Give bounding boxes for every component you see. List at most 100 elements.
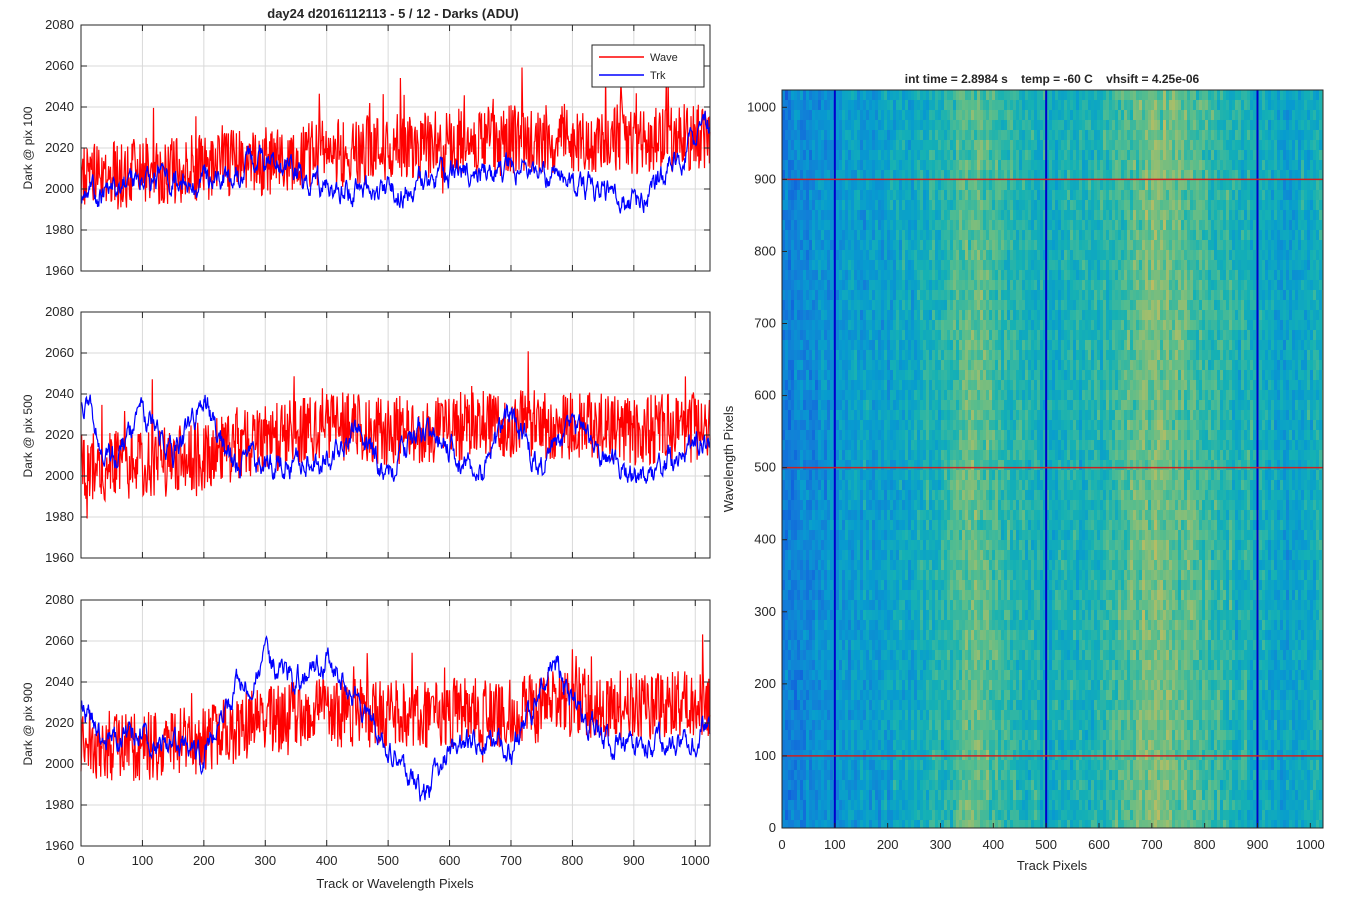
heatmap-cell: [905, 660, 908, 670]
heatmap-cell: [842, 510, 845, 520]
heatmap-cell: [863, 760, 866, 770]
heatmap-cell: [902, 110, 905, 120]
heatmap-cell: [920, 780, 923, 790]
heatmap-cell: [881, 520, 884, 530]
heatmap-cell: [821, 180, 824, 190]
heatmap-cell: [887, 130, 890, 140]
heatmap-cell: [863, 480, 866, 490]
heatmap-cell: [815, 330, 818, 340]
heatmap-cell: [905, 270, 908, 280]
heatmap-cell: [794, 810, 797, 820]
heatmap-cell: [839, 200, 842, 210]
heatmap-cell: [923, 580, 926, 590]
heatmap-cell: [923, 780, 926, 790]
heatmap-cell: [908, 320, 911, 330]
heatmap-cell: [824, 730, 827, 740]
heatmap-cell: [956, 500, 959, 510]
heatmap-cell: [938, 390, 941, 400]
heatmap-cell: [911, 560, 914, 570]
heatmap-cell: [968, 150, 971, 160]
heatmap-cell: [860, 140, 863, 150]
heatmap-cell: [842, 790, 845, 800]
heatmap-cell: [794, 90, 797, 100]
heatmap-cell: [851, 570, 854, 580]
heatmap-cell: [857, 420, 860, 430]
heatmap-cell: [827, 370, 830, 380]
heatmap-cell: [911, 480, 914, 490]
heatmap-cell: [971, 720, 974, 730]
heatmap-cell: [923, 770, 926, 780]
heatmap-cell: [956, 360, 959, 370]
heatmap-cell: [809, 150, 812, 160]
heatmap-cell: [785, 340, 788, 350]
heatmap-cell: [896, 650, 899, 660]
heatmap-cell: [965, 770, 968, 780]
heatmap-cell: [896, 760, 899, 770]
heatmap-cell: [839, 510, 842, 520]
heatmap-cell: [824, 250, 827, 260]
heatmap-cell: [836, 450, 839, 460]
heatmap-cell: [839, 160, 842, 170]
heatmap-cell: [944, 380, 947, 390]
heatmap-cell: [881, 400, 884, 410]
heatmap-cell: [860, 710, 863, 720]
heatmap-cell: [836, 110, 839, 120]
heatmap-cell: [812, 130, 815, 140]
heatmap-cell: [875, 460, 878, 470]
heatmap-cell: [851, 440, 854, 450]
heatmap-cell: [896, 360, 899, 370]
heatmap-cell: [809, 570, 812, 580]
heatmap-cell: [959, 330, 962, 340]
heatmap-cell: [887, 640, 890, 650]
heatmap-cell: [818, 350, 821, 360]
heatmap-cell: [959, 810, 962, 820]
heatmap-cell: [860, 150, 863, 160]
heatmap-cell: [932, 520, 935, 530]
heatmap-cell: [812, 410, 815, 420]
heatmap-cell: [971, 730, 974, 740]
heatmap-cell: [968, 460, 971, 470]
heatmap-cell: [866, 160, 869, 170]
heatmap-cell: [947, 130, 950, 140]
heatmap-cell: [908, 540, 911, 550]
heatmap-cell: [854, 560, 857, 570]
heatmap-cell: [947, 480, 950, 490]
heatmap-cell: [962, 550, 965, 560]
heatmap-cell: [785, 330, 788, 340]
heatmap-cell: [941, 380, 944, 390]
heatmap-cell: [968, 680, 971, 690]
heatmap-cell: [944, 810, 947, 820]
heatmap-cell: [830, 770, 833, 780]
heatmap-cell: [896, 400, 899, 410]
heatmap-cell: [965, 700, 968, 710]
heatmap-cell: [929, 240, 932, 250]
heatmap-cell: [788, 180, 791, 190]
heatmap-cell: [863, 700, 866, 710]
heatmap-cell: [860, 680, 863, 690]
heatmap-cell: [866, 330, 869, 340]
heatmap-cell: [935, 770, 938, 780]
heatmap-cell: [881, 640, 884, 650]
heatmap-cell: [821, 730, 824, 740]
heatmap-cell: [872, 620, 875, 630]
heatmap-cell: [938, 400, 941, 410]
heatmap-cell: [938, 310, 941, 320]
heatmap-cell: [950, 100, 953, 110]
heatmap-cell: [950, 590, 953, 600]
heatmap-cell: [800, 570, 803, 580]
heatmap-cell: [827, 400, 830, 410]
heatmap-cell: [800, 390, 803, 400]
heatmap-cell: [926, 240, 929, 250]
heatmap-cell: [830, 470, 833, 480]
heatmap-cell: [827, 100, 830, 110]
heatmap-cell: [929, 380, 932, 390]
heatmap-cell: [800, 480, 803, 490]
heatmap-cell: [845, 650, 848, 660]
heatmap-cell: [785, 600, 788, 610]
heatmap-cell: [923, 180, 926, 190]
heatmap-cell: [914, 300, 917, 310]
heatmap-cell: [971, 470, 974, 480]
heatmap-cell: [806, 520, 809, 530]
heatmap-cell: [971, 300, 974, 310]
heatmap-cell: [971, 170, 974, 180]
